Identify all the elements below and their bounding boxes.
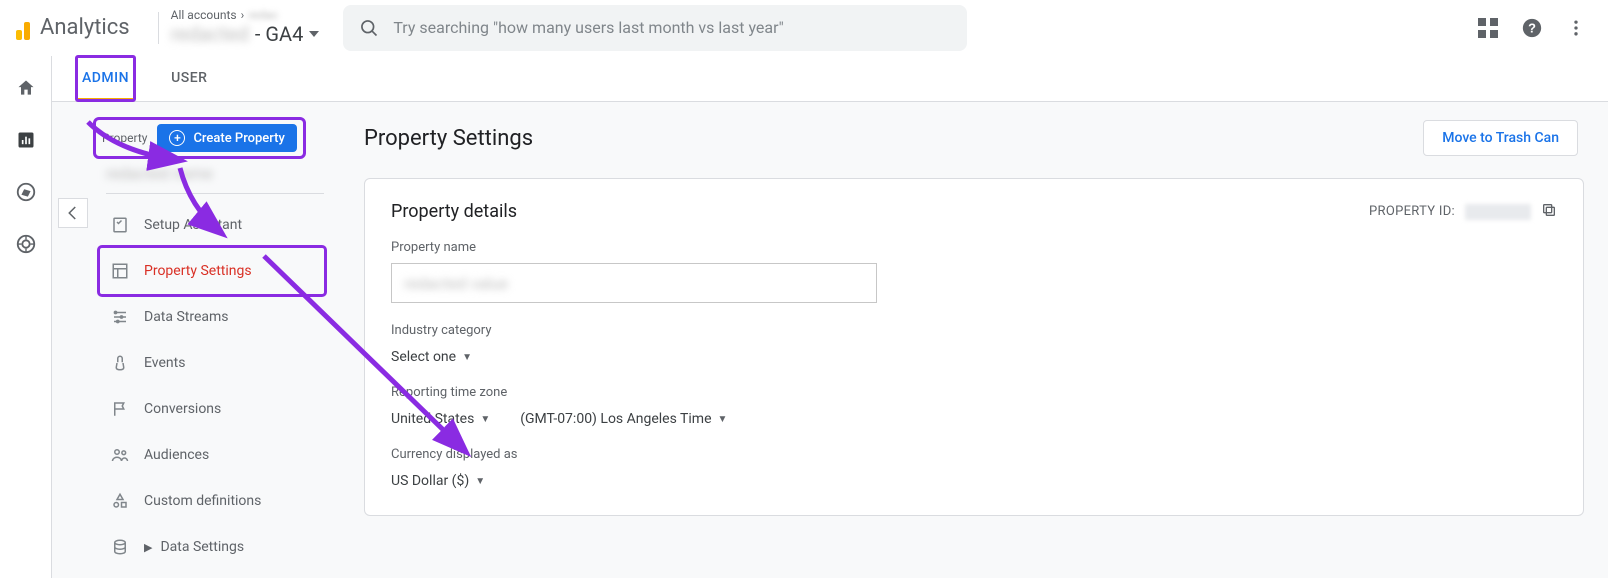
flag-icon (110, 399, 130, 419)
brand-text: Analytics (40, 15, 130, 40)
field-label: Currency displayed as (391, 447, 1557, 462)
reports-icon[interactable] (14, 128, 38, 152)
database-icon (110, 537, 130, 557)
account-picker[interactable]: All accounts › redac redacted - GA4 (171, 9, 320, 46)
left-rail (0, 56, 52, 578)
analytics-logo[interactable]: Analytics (16, 15, 130, 40)
nav-label: Custom definitions (144, 493, 261, 509)
divider (158, 12, 159, 44)
caret-down-icon: ▼ (480, 414, 490, 425)
industry-dropdown[interactable]: Select one ▼ (391, 349, 472, 365)
chevron-right-icon: ▶ (144, 541, 152, 554)
property-name-field: Property name redacted value (391, 240, 1557, 303)
streams-icon (110, 307, 130, 327)
industry-field: Industry category Select one ▼ (391, 323, 1557, 365)
property-id-label: PROPERTY ID: (1369, 204, 1455, 219)
account-breadcrumb: All accounts (171, 9, 237, 23)
property-suffix: - GA4 (255, 23, 303, 46)
property-name-input[interactable]: redacted value (391, 263, 877, 303)
content: ADMIN USER Property + Create Property re… (52, 56, 1608, 578)
chevron-right-icon: › (241, 9, 245, 23)
dropdown-value: Select one (391, 349, 456, 365)
people-icon (110, 445, 130, 465)
tz-country-dropdown[interactable]: United States ▼ (391, 411, 490, 427)
create-property-button[interactable]: + Create Property (157, 124, 296, 152)
nav-data-settings[interactable]: ▶ Data Settings (100, 524, 324, 570)
checklist-icon (110, 215, 130, 235)
layout-icon (110, 261, 130, 281)
top-right-actions: ? (1476, 16, 1592, 40)
nav-label: Property Settings (144, 263, 252, 279)
admin-body: Property + Create Property redacted name… (52, 102, 1608, 578)
nav-events[interactable]: Events (100, 340, 324, 386)
move-to-trash-button[interactable]: Move to Trash Can (1423, 120, 1578, 156)
shapes-icon (110, 491, 130, 511)
dropdown-value: United States (391, 411, 474, 427)
property-name-redacted-2: redacted name (106, 164, 213, 183)
account-name-redacted: redac (248, 9, 278, 23)
nav-label: Data Settings (160, 539, 244, 555)
search-placeholder: Try searching "how many users last month… (393, 18, 783, 37)
timezone-field: Reporting time zone United States ▼ (GMT… (391, 385, 1557, 427)
property-name-redacted: redacted (171, 23, 249, 46)
analytics-logo-icon (16, 16, 30, 40)
home-icon[interactable] (14, 76, 38, 100)
nav-property-settings[interactable]: Property Settings (100, 248, 324, 294)
property-label: Property (102, 131, 147, 145)
search-bar[interactable]: Try searching "how many users last month… (343, 5, 967, 51)
nav-data-streams[interactable]: Data Streams (100, 294, 324, 340)
caret-down-icon (309, 31, 319, 37)
main-area: ADMIN USER Property + Create Property re… (0, 56, 1608, 578)
settings-panel: Property Settings Move to Trash Can Prop… (364, 120, 1584, 578)
create-property-label: Create Property (193, 131, 284, 146)
nav-label: Audiences (144, 447, 209, 463)
advertising-icon[interactable] (14, 232, 38, 256)
plus-icon: + (169, 130, 185, 146)
nav-label: Conversions (144, 401, 221, 417)
property-id-redacted (1465, 204, 1531, 220)
dropdown-value: US Dollar ($) (391, 473, 469, 489)
tz-value-dropdown[interactable]: (GMT-07:00) Los Angeles Time ▼ (520, 411, 727, 427)
back-button[interactable] (58, 198, 88, 228)
caret-down-icon: ▼ (462, 352, 472, 363)
nav-audiences[interactable]: Audiences (100, 432, 324, 478)
top-bar: Analytics All accounts › redac redacted … (0, 0, 1608, 56)
panel-header: Property Settings Move to Trash Can (364, 120, 1584, 156)
currency-dropdown[interactable]: US Dollar ($) ▼ (391, 473, 485, 489)
currency-field: Currency displayed as US Dollar ($) ▼ (391, 447, 1557, 489)
card-title: Property details (391, 201, 517, 222)
admin-tabs: ADMIN USER (52, 56, 1608, 102)
nav-setup-assistant[interactable]: Setup Assistant (100, 202, 324, 248)
tab-user[interactable]: USER (165, 56, 213, 101)
nav-label: Data Streams (144, 309, 229, 325)
svg-text:?: ? (1528, 20, 1536, 35)
field-label: Reporting time zone (391, 385, 1557, 400)
caret-down-icon: ▼ (475, 476, 485, 487)
apps-icon[interactable] (1476, 16, 1500, 40)
explore-icon[interactable] (14, 180, 38, 204)
more-vert-icon[interactable] (1564, 16, 1588, 40)
search-icon (359, 18, 379, 38)
card-header: Property details PROPERTY ID: (391, 201, 1557, 222)
property-name-input-redacted: redacted value (404, 274, 508, 293)
help-icon[interactable]: ? (1520, 16, 1544, 40)
tap-icon (110, 353, 130, 373)
property-column: Property + Create Property redacted name… (64, 120, 334, 578)
nav-label: Setup Assistant (144, 217, 242, 233)
property-header: Property + Create Property (96, 120, 303, 156)
property-nav: Setup Assistant Property Settings Data S… (100, 202, 324, 570)
copy-icon[interactable] (1541, 202, 1557, 222)
property-details-card: Property details PROPERTY ID: Property n… (364, 178, 1584, 516)
nav-label: Events (144, 355, 185, 371)
caret-down-icon: ▼ (718, 414, 728, 425)
nav-conversions[interactable]: Conversions (100, 386, 324, 432)
dropdown-value: (GMT-07:00) Los Angeles Time (520, 411, 711, 427)
panel-title: Property Settings (364, 126, 533, 151)
field-label: Industry category (391, 323, 1557, 338)
nav-custom-definitions[interactable]: Custom definitions (100, 478, 324, 524)
field-label: Property name (391, 240, 1557, 255)
property-id: PROPERTY ID: (1369, 202, 1557, 222)
tab-admin[interactable]: ADMIN (76, 56, 135, 101)
property-name-row[interactable]: redacted name (106, 164, 324, 194)
